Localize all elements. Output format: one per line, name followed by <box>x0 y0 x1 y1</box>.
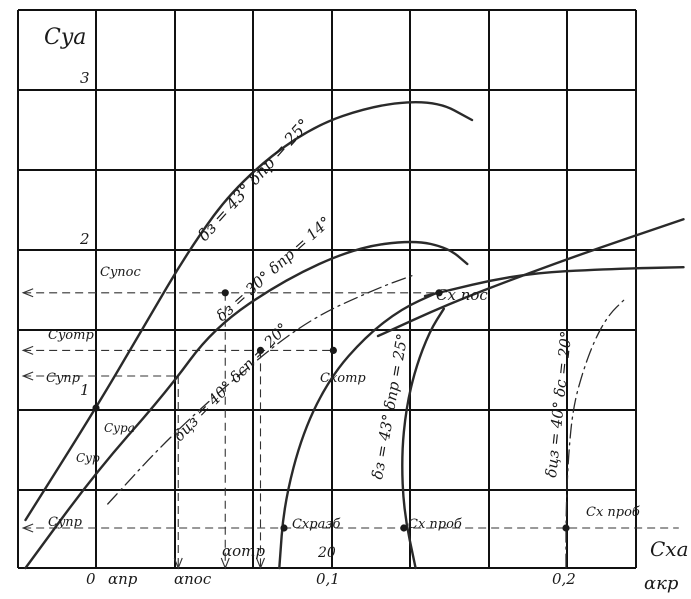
cy-pos-label: Cyпос <box>100 265 141 280</box>
point-marker <box>562 524 570 532</box>
x-axis-title: Cxa <box>650 537 689 561</box>
guide-arrowhead <box>21 371 34 381</box>
cx-prob-label: Cx проб <box>408 517 462 532</box>
alpha-pr-label: αпр <box>108 570 138 588</box>
series-line-7 <box>565 298 626 569</box>
y-tick-label: 1 <box>80 381 90 399</box>
series-line-2 <box>107 274 414 505</box>
point-marker <box>221 289 229 297</box>
x-tick-label: 0,2 <box>552 570 576 588</box>
x-extra-label: 20 <box>317 545 336 561</box>
cx-pos-label: Cx пос <box>436 286 488 304</box>
guide-arrowhead <box>21 288 34 298</box>
y-tick-label: 2 <box>79 230 90 248</box>
cy-pr-label: Cyпр <box>46 371 81 386</box>
cx-razb-label: Cxразб <box>292 517 340 532</box>
cy-r-label: Cyр <box>76 451 100 465</box>
cy-otr-label: Cyотр <box>48 328 94 343</box>
curve-group <box>24 100 685 570</box>
marker-group <box>92 289 570 532</box>
cx-prob-right-label: Cx проб <box>586 505 640 520</box>
curve-label: δцз = 40° δсп = 20° <box>170 319 292 444</box>
series-line-1 <box>24 240 469 570</box>
x-tick-label: 0 <box>86 570 96 588</box>
x-tick-label: 0,1 <box>316 570 340 588</box>
guide-arrowhead <box>21 345 34 355</box>
cy-ra-label: Cyра <box>104 421 135 435</box>
point-marker <box>256 346 265 354</box>
series-line-0 <box>24 100 474 522</box>
series-line-3 <box>376 218 685 338</box>
cx-otr-label: Cxотр <box>320 371 366 386</box>
guide-arrowhead <box>21 523 34 533</box>
point-marker <box>435 289 443 297</box>
point-marker <box>92 404 100 412</box>
point-marker <box>329 346 337 354</box>
y-axis-title: Cya <box>44 25 86 50</box>
alpha-pos-label: αпос <box>174 570 212 588</box>
chart-grid <box>17 9 637 569</box>
point-marker <box>400 524 408 532</box>
guide-arrowhead <box>173 557 183 570</box>
point-marker <box>280 524 288 532</box>
guide-arrowhead <box>220 557 230 570</box>
curve-label: δцз = 40° δс = 20° <box>542 330 575 478</box>
alpha-cr-label: αкр <box>644 573 679 594</box>
curve-label: δз = 30° δпр = 14° <box>213 213 335 325</box>
series-line-6 <box>401 307 445 570</box>
series-line-5 <box>278 291 438 570</box>
cy-pr-low-label: Cyпр <box>48 515 83 530</box>
y-tick-label: 3 <box>80 69 90 87</box>
curve-label: δз = 43° δпр = 25° <box>368 332 411 481</box>
alpha-otr-label: αотр <box>222 542 265 560</box>
guide-arrowhead <box>255 557 266 570</box>
